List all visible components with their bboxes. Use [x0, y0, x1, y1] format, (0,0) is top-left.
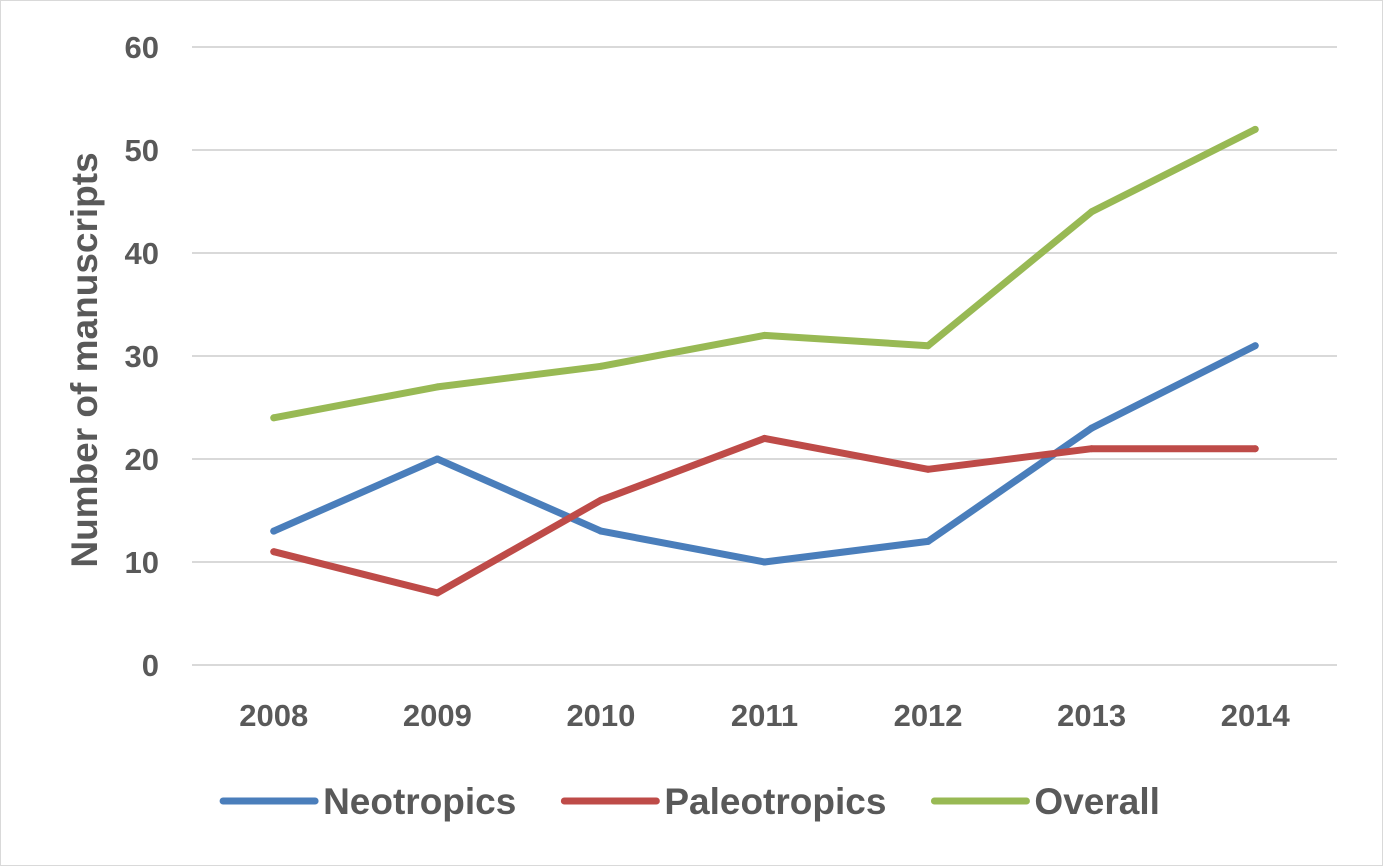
legend: Neotropics Paleotropics Overall	[219, 781, 1160, 822]
series-line	[270, 125, 1259, 422]
y-tick-label: 20	[125, 442, 159, 477]
data-point	[270, 414, 278, 422]
y-tick-label: 10	[125, 545, 159, 580]
x-tick-label: 2008	[239, 698, 308, 733]
series-neotropics	[270, 342, 1259, 566]
x-axis-ticks: 2008 2009 2010 2011 2012 2013 2014	[239, 698, 1290, 733]
y-tick-label: 50	[125, 133, 159, 168]
legend-label: Overall	[1034, 781, 1159, 822]
y-axis-title: Number of manuscripts	[64, 152, 105, 567]
x-tick-label: 2009	[403, 698, 472, 733]
x-tick-label: 2013	[1057, 698, 1126, 733]
legend-label: Neotropics	[323, 781, 516, 822]
x-tick-label: 2010	[566, 698, 635, 733]
series-paleotropics	[270, 434, 1259, 597]
data-point	[761, 331, 768, 339]
series-lines	[270, 125, 1259, 597]
x-tick-label: 2014	[1221, 698, 1291, 733]
data-point	[761, 558, 768, 566]
data-point	[924, 342, 932, 350]
y-tick-label: 40	[125, 236, 159, 271]
data-point	[597, 362, 605, 370]
x-tick-label: 2011	[731, 698, 798, 733]
data-point	[270, 548, 278, 556]
data-point	[433, 455, 441, 463]
data-point	[761, 434, 768, 442]
data-point	[433, 383, 441, 391]
data-point	[433, 589, 441, 597]
data-point	[924, 537, 932, 545]
data-point	[597, 496, 605, 504]
data-point	[1251, 342, 1259, 350]
series-line	[270, 342, 1259, 566]
data-point	[1088, 445, 1096, 453]
y-tick-label: 30	[125, 339, 159, 374]
data-point	[270, 527, 278, 535]
data-point	[1251, 445, 1259, 453]
y-tick-label: 60	[125, 30, 159, 65]
data-point	[1088, 424, 1096, 432]
legend-label: Paleotropics	[664, 781, 886, 822]
data-point	[597, 527, 605, 535]
series-overall	[270, 125, 1259, 422]
x-tick-label: 2012	[894, 698, 963, 733]
y-axis-ticks: 0 10 20 30 40 50 60	[125, 30, 159, 683]
gridlines	[192, 46, 1337, 666]
y-tick-label: 0	[142, 648, 159, 683]
data-point	[1251, 125, 1259, 133]
data-point	[924, 465, 932, 473]
data-point	[1088, 208, 1096, 216]
series-line	[270, 434, 1259, 597]
